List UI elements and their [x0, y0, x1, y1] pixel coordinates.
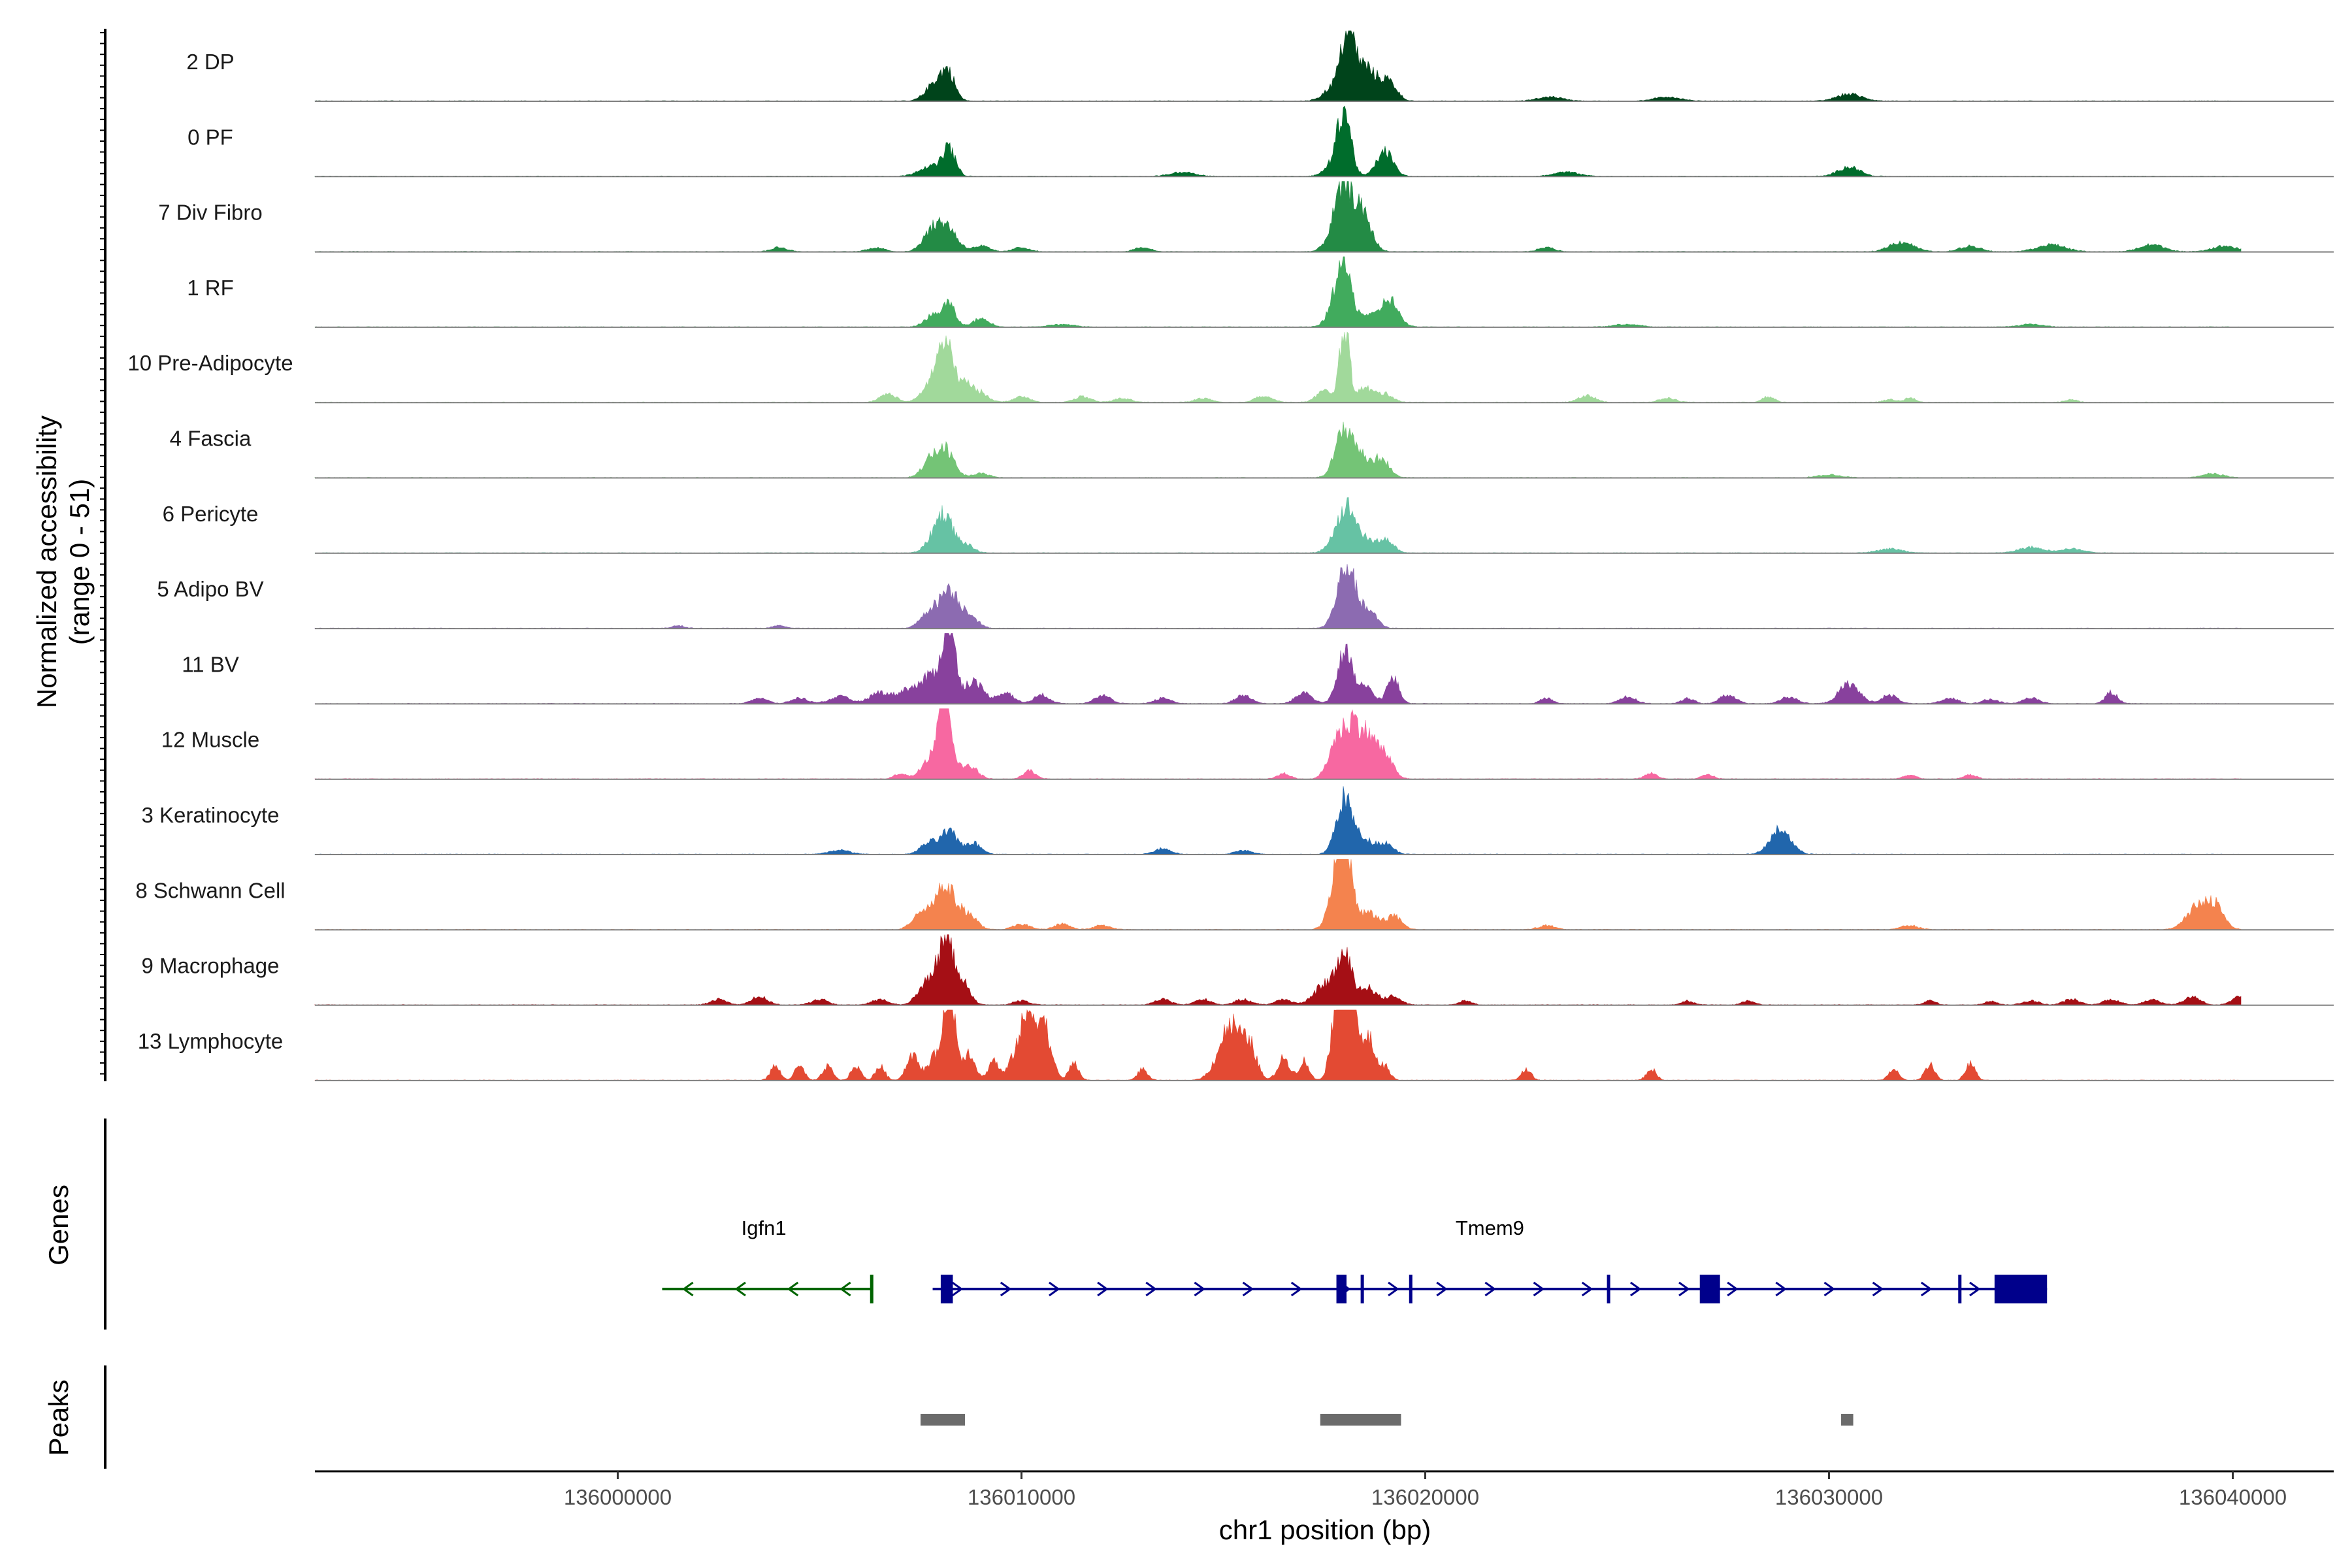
exon	[1958, 1275, 1962, 1303]
strand-arrow	[1969, 1281, 1981, 1297]
strand-arrow	[1097, 1281, 1109, 1297]
track-1-rf: 1 RF	[187, 256, 2334, 328]
strand-arrow	[1388, 1281, 1399, 1297]
track-label: 11 BV	[182, 652, 238, 676]
strand-arrow	[1872, 1281, 1884, 1297]
track-label: 13 Lymphocyte	[138, 1029, 284, 1053]
exon	[1994, 1275, 2048, 1303]
strand-arrow	[1436, 1281, 1448, 1297]
exon	[1336, 1275, 1347, 1303]
strand-arrow	[840, 1281, 851, 1297]
strand-arrow	[1581, 1281, 1593, 1297]
track-4-fascia: 4 Fascia	[170, 421, 2334, 479]
track-7-div-fibro: 7 Div Fibro	[158, 181, 2334, 253]
genes-panel-title-wrap: Genes	[43, 1184, 74, 1266]
track-label: 7 Div Fibro	[158, 201, 263, 225]
peaks-panel-title-wrap: Peaks	[43, 1380, 74, 1456]
peak-region	[1320, 1414, 1401, 1426]
track-11-bv: 11 BV	[182, 633, 2334, 705]
track-8-schwann-cell: 8 Schwann Cell	[135, 859, 2334, 931]
track-label: 9 Macrophage	[142, 954, 280, 978]
peak-regions	[921, 1414, 1854, 1426]
track-0-pf: 0 PF	[188, 105, 2334, 178]
gene-igfn1: Igfn1	[662, 1217, 874, 1303]
strand-arrow	[1727, 1281, 1739, 1297]
strand-arrow	[1484, 1281, 1496, 1297]
track-label: 10 Pre-Adipocyte	[127, 351, 293, 375]
exon	[1409, 1275, 1413, 1303]
strand-arrow	[1290, 1281, 1303, 1297]
exon	[870, 1275, 874, 1303]
genes-panel-title: Genes	[43, 1184, 74, 1266]
gene-tmem9: Tmem9	[932, 1217, 2048, 1303]
gene-label: Igfn1	[742, 1217, 787, 1239]
y-axis-range: (range 0 - 51)	[64, 479, 95, 645]
strand-arrow	[734, 1281, 746, 1297]
track-label: 3 Keratinocyte	[142, 803, 280, 827]
strand-arrow	[1823, 1281, 1836, 1297]
x-tick-label: 136040000	[2179, 1485, 2287, 1509]
gene-annotations: Igfn1 Tmem9	[662, 1217, 2048, 1303]
coverage-y-axis	[100, 29, 106, 1081]
strand-arrow	[1920, 1281, 1933, 1297]
strand-arrow	[682, 1281, 694, 1297]
strand-arrow	[1000, 1281, 1012, 1297]
track-label: 1 RF	[187, 276, 234, 300]
strand-arrow	[1629, 1281, 1642, 1297]
track-6-pericyte: 6 Pericyte	[163, 497, 2334, 554]
gene-label: Tmem9	[1456, 1217, 1524, 1239]
strand-arrow	[1533, 1281, 1545, 1297]
exon	[1360, 1275, 1364, 1303]
strand-arrow	[1194, 1281, 1206, 1297]
strand-arrow	[1242, 1281, 1254, 1297]
track-10-pre-adipocyte: 10 Pre-Adipocyte	[127, 331, 2334, 404]
track-2-dp: 2 DP	[186, 30, 2334, 102]
strand-arrow	[1145, 1281, 1157, 1297]
track-label: 2 DP	[186, 50, 234, 74]
track-3-keratinocyte: 3 Keratinocyte	[142, 786, 2334, 855]
coverage-tracks: 2 DP 0 PF 7 Div Fibro 1 RF 10 Pre-Adipocyte 4…	[127, 30, 2334, 1081]
track-label: 4 Fascia	[170, 427, 252, 451]
x-tick-label: 136010000	[968, 1485, 1075, 1509]
peaks-panel-title: Peaks	[43, 1380, 74, 1456]
track-12-muscle: 12 Muscle	[161, 708, 2334, 780]
strand-arrow	[951, 1281, 964, 1297]
strand-arrow	[1678, 1281, 1690, 1297]
track-label: 5 Adipo BV	[157, 577, 263, 601]
x-tick-label: 136030000	[1775, 1485, 1883, 1509]
exon	[940, 1275, 953, 1303]
track-9-macrophage: 9 Macrophage	[142, 934, 2334, 1006]
track-5-adipo-bv: 5 Adipo BV	[157, 564, 2334, 630]
y-axis-label: Normalized accessibility	[31, 416, 62, 708]
track-label: 12 Muscle	[161, 728, 259, 752]
peak-region	[1841, 1414, 1854, 1426]
x-axis-title: chr1 position (bp)	[1219, 1514, 1431, 1545]
strand-arrow	[1049, 1281, 1060, 1297]
peak-region	[921, 1414, 965, 1426]
exon	[1607, 1275, 1610, 1303]
x-tick-label: 136000000	[564, 1485, 672, 1509]
strand-arrow	[787, 1281, 799, 1297]
track-label: 6 Pericyte	[163, 502, 259, 526]
track-label: 8 Schwann Cell	[135, 878, 285, 902]
exon	[1699, 1275, 1720, 1303]
strand-arrow	[1775, 1281, 1787, 1297]
y-axis-title: Normalized accessibility (range 0 - 51)	[31, 416, 95, 708]
track-13-lymphocyte: 13 Lymphocyte	[138, 1009, 2334, 1081]
x-axis-ticks: 136000000 136010000 136020000 136030000 1360…	[564, 1471, 2287, 1509]
track-label: 0 PF	[188, 125, 233, 149]
x-tick-label: 136020000	[1371, 1485, 1479, 1509]
